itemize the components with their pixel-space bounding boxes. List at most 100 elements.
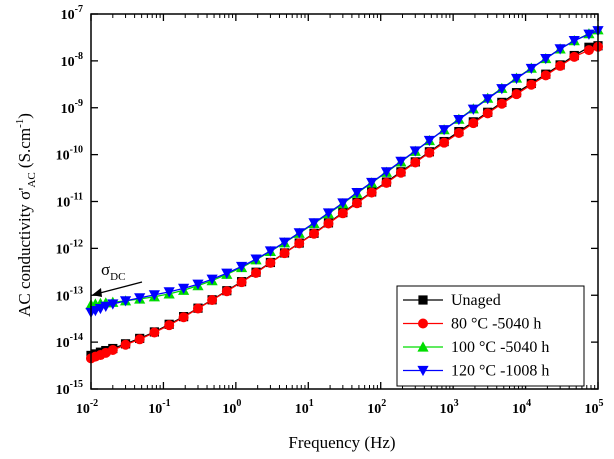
series-2	[85, 24, 604, 310]
y-tick-exponent: -15	[70, 379, 83, 390]
data-point-3-15	[264, 246, 277, 257]
x-tick-label: 102	[367, 398, 386, 417]
legend-marker-3	[417, 365, 429, 377]
data-point-3-21	[351, 187, 363, 199]
y-axis-title-unit: (S.cm	[15, 128, 34, 172]
legend-marker-0	[418, 295, 428, 305]
data-point-1-9	[178, 312, 189, 323]
legend-label-0: Unaged	[451, 292, 501, 309]
data-point-1-27	[439, 137, 450, 148]
y-tick-label: 10-12	[56, 238, 83, 257]
data-point-1-32	[511, 89, 522, 100]
data-point-3-32	[510, 73, 523, 85]
data-point-1-11	[207, 295, 218, 306]
data-point-1-25	[410, 157, 421, 168]
x-tick-label: 10-1	[148, 398, 170, 417]
data-point-3-7	[148, 290, 160, 301]
y-tick-exponent: -12	[70, 238, 83, 249]
x-tick-label: 10-2	[76, 398, 98, 417]
y-tick-base: 10	[56, 196, 70, 211]
legend-label-1: 80 °C -5040 h	[451, 316, 541, 333]
y-axis-title-unit-close: )	[15, 113, 34, 119]
data-point-3-22	[366, 177, 378, 189]
data-point-3-14	[250, 254, 262, 265]
annotation-arrow	[95, 281, 143, 295]
y-tick-base: 10	[56, 336, 70, 351]
y-tick-exponent: -8	[75, 51, 83, 62]
data-point-1-16	[279, 248, 290, 259]
data-point-3-12	[221, 268, 233, 279]
data-point-1-17	[294, 238, 305, 249]
legend-marker-2	[417, 341, 429, 352]
y-tick-label: 10-15	[56, 379, 83, 398]
legend-box	[396, 285, 585, 387]
legend-marker-1	[418, 318, 428, 329]
x-tick-label: 105	[585, 398, 604, 417]
y-tick-base: 10	[61, 8, 75, 23]
data-point-3-10	[192, 279, 204, 290]
annotation-label: σDC	[101, 260, 125, 283]
legend-label-2: 100 °C -5040 h	[451, 339, 549, 356]
data-point-3-6	[134, 293, 146, 304]
y-tick-label: 10-14	[56, 332, 83, 351]
y-tick-label: 10-13	[56, 285, 83, 304]
y-tick-exponent: -7	[75, 4, 83, 15]
data-point-3-17	[293, 228, 305, 239]
data-point-3-35	[554, 44, 566, 55]
x-tick-label: 101	[295, 398, 314, 417]
data-point-3-8	[163, 287, 175, 298]
y-axis-title-sub: AC	[26, 172, 38, 187]
series-line-2	[90, 29, 599, 306]
data-point-1-34	[540, 70, 551, 81]
data-point-3-16	[278, 237, 291, 248]
data-point-3-19	[322, 208, 335, 219]
y-axis-title-unit-sup: -1	[14, 119, 26, 128]
data-point-1-35	[555, 60, 566, 71]
data-point-1-6	[134, 334, 145, 345]
annotation-symbol: σ	[101, 260, 110, 279]
data-point-1-13	[236, 277, 247, 288]
data-point-3-25	[409, 146, 421, 157]
annotation-arrowhead	[92, 288, 102, 297]
data-point-3-27	[438, 125, 450, 136]
data-point-3-26	[423, 135, 435, 147]
data-point-1-20	[337, 208, 348, 219]
data-point-3-33	[525, 63, 537, 75]
data-point-1-30	[482, 108, 493, 119]
y-tick-label: 10-8	[61, 51, 83, 70]
legend-label-3: 120 °C -1008 h	[451, 363, 549, 380]
data-point-1-7	[149, 327, 160, 338]
data-point-3-3	[100, 301, 112, 312]
data-point-1-10	[192, 303, 203, 314]
data-point-3-4	[107, 299, 119, 310]
x-tick-base: 10	[585, 402, 599, 417]
x-tick-base: 10	[76, 402, 90, 417]
y-axis-title-main: AC conductivity σ'	[15, 188, 34, 317]
data-point-3-29	[467, 104, 479, 115]
data-point-1-19	[323, 218, 334, 229]
y-tick-exponent: -9	[75, 98, 83, 109]
y-tick-base: 10	[61, 102, 75, 117]
y-tick-label: 10-7	[61, 4, 83, 23]
y-tick-label: 10-11	[56, 192, 83, 211]
data-point-1-28	[453, 127, 464, 138]
x-tick-base: 10	[222, 402, 236, 417]
y-tick-label: 10-9	[61, 98, 83, 117]
data-point-1-36	[569, 51, 580, 62]
x-tick-label: 100	[222, 398, 241, 417]
y-tick-base: 10	[61, 55, 75, 70]
data-point-1-15	[265, 257, 276, 268]
series-line-3	[90, 30, 599, 314]
x-tick-base: 10	[440, 402, 454, 417]
x-tick-exponent: 3	[454, 398, 459, 409]
annotation-subscript: DC	[110, 271, 125, 283]
x-tick-exponent: 4	[526, 398, 531, 409]
data-point-3-31	[496, 84, 508, 95]
data-point-3-36	[568, 36, 580, 47]
data-point-1-21	[351, 198, 362, 209]
data-point-3-23	[380, 167, 393, 178]
x-axis-title: Frequency (Hz)	[288, 433, 395, 452]
x-tick-exponent: -1	[162, 398, 170, 409]
data-point-3-24	[395, 156, 407, 167]
x-tick-base: 10	[295, 402, 309, 417]
